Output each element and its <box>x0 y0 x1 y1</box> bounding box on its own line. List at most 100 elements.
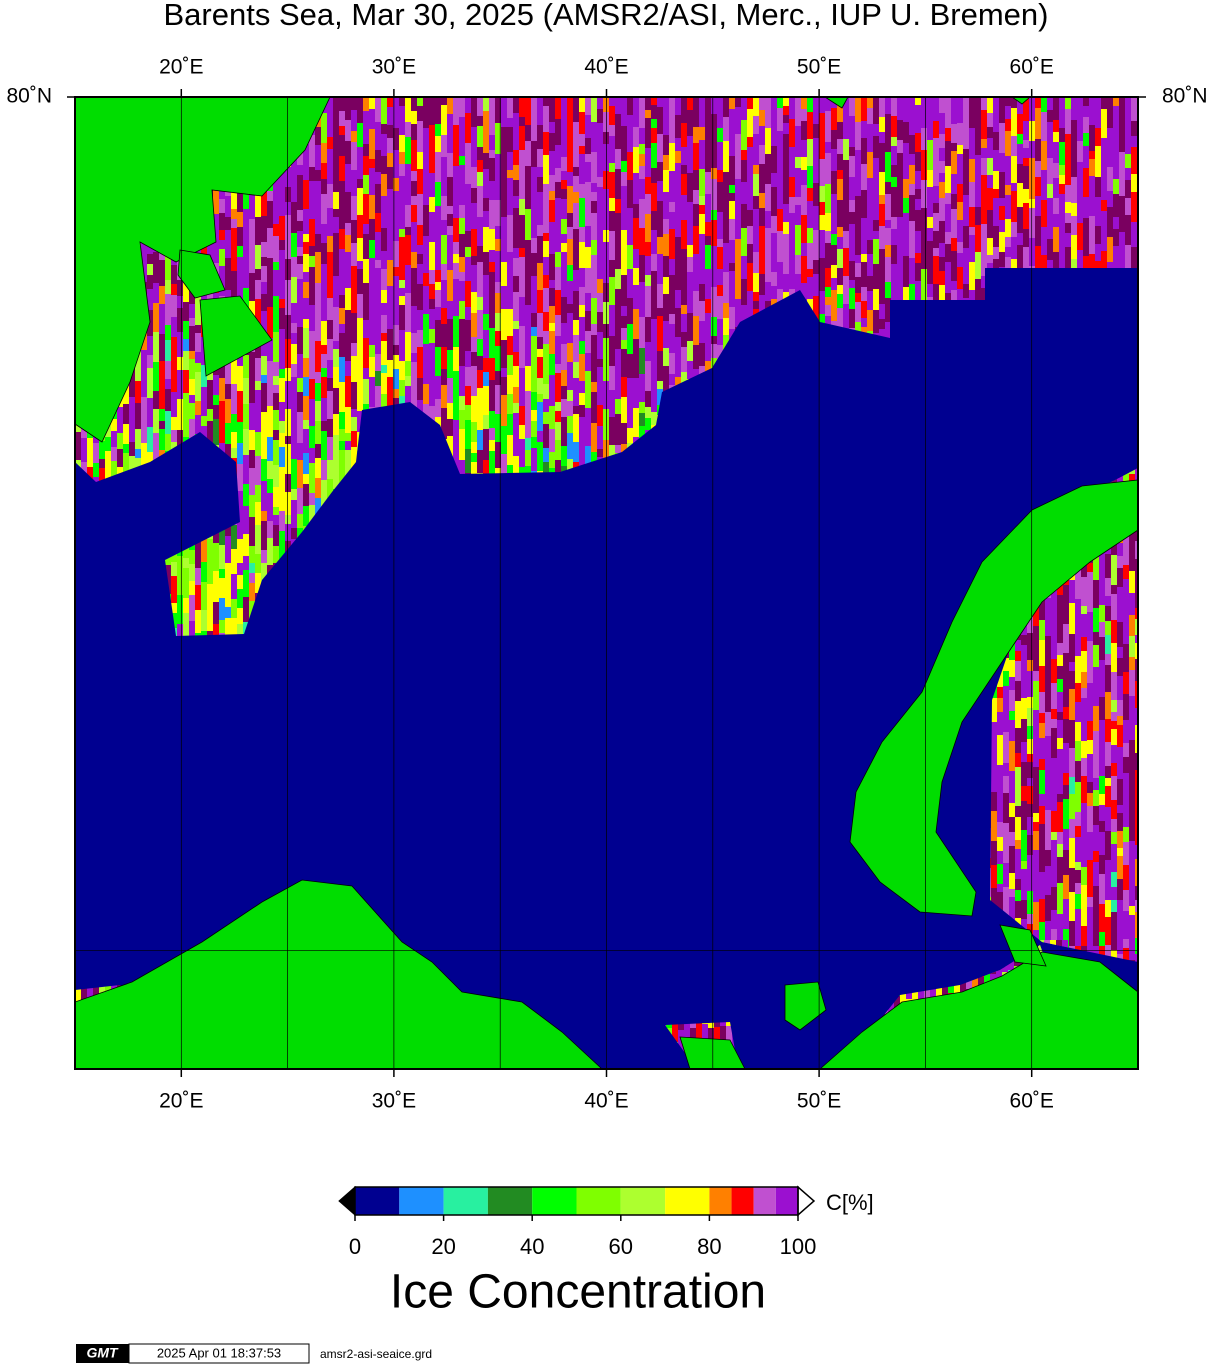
ice-cell <box>369 176 375 195</box>
ice-cell <box>339 450 345 476</box>
ice-cell <box>219 522 225 545</box>
ice-cell <box>363 307 369 320</box>
ice-cell <box>567 304 573 313</box>
ice-cell <box>681 266 687 286</box>
ice-cell <box>381 303 387 315</box>
ice-cell <box>813 230 819 247</box>
ice-cell <box>201 610 207 631</box>
ice-cell <box>747 210 753 226</box>
ice-cell <box>837 200 843 227</box>
ice-cell <box>405 293 411 307</box>
ice-cell <box>633 249 639 268</box>
ice-cell <box>573 97 579 122</box>
ice-cell <box>549 122 555 133</box>
ice-cell <box>333 276 339 307</box>
ice-cell <box>273 525 279 546</box>
ice-cell <box>375 268 381 287</box>
ice-cell <box>837 179 843 200</box>
ice-cell <box>813 206 819 230</box>
ice-cell <box>417 106 423 121</box>
ice-cell <box>1113 106 1119 130</box>
ice-cell <box>273 393 279 410</box>
ice-cell <box>555 153 561 168</box>
ice-cell <box>783 213 789 222</box>
ice-cell <box>453 166 459 192</box>
ice-cell <box>171 613 177 628</box>
ice-cell <box>699 196 705 205</box>
ice-cell <box>519 351 525 368</box>
ice-cell <box>201 387 207 416</box>
ice-cell <box>429 135 435 161</box>
ice-cell <box>1059 142 1065 165</box>
ice-cell <box>507 394 513 414</box>
ice-cell <box>807 139 813 166</box>
ice-cell <box>591 335 597 360</box>
ice-cell <box>945 141 951 166</box>
ice-cell <box>753 174 759 196</box>
ice-cell <box>627 126 633 152</box>
ice-cell <box>1113 229 1119 246</box>
ice-cell <box>177 556 183 567</box>
ice-cell <box>699 140 705 169</box>
ice-cell <box>537 225 543 236</box>
ice-cell <box>375 213 381 232</box>
ice-cell <box>915 189 921 199</box>
ice-cell <box>213 242 219 263</box>
ice-cell <box>1035 177 1041 196</box>
ice-cell <box>315 310 321 341</box>
ice-cell <box>651 254 657 271</box>
ice-cell <box>261 511 267 521</box>
ice-cell <box>279 479 285 501</box>
ice-cell <box>333 367 339 376</box>
ice-cell <box>237 422 243 443</box>
ice-cell <box>267 361 273 392</box>
ice-cell <box>945 166 951 193</box>
ice-cell <box>807 269 813 277</box>
ice-cell <box>369 282 375 291</box>
ice-cell <box>165 434 171 451</box>
ice-cell <box>597 254 603 279</box>
ice-cell <box>807 299 813 313</box>
ice-cell <box>759 164 765 193</box>
ice-cell <box>243 209 249 236</box>
ice-cell <box>315 444 321 458</box>
ice-cell <box>327 360 333 378</box>
ice-cell <box>735 134 741 160</box>
ice-cell <box>1059 194 1065 222</box>
ice-cell <box>561 260 567 289</box>
ice-cell <box>405 376 411 386</box>
ice-cell <box>837 122 843 139</box>
ice-cell <box>663 294 669 303</box>
ice-cell <box>573 153 579 167</box>
ice-cell <box>1119 97 1125 128</box>
ice-cell <box>837 294 843 308</box>
ice-cell <box>411 268 417 278</box>
ice-cell <box>615 259 621 269</box>
ice-cell <box>753 222 759 252</box>
ice-cell <box>849 126 855 147</box>
ice-cell <box>435 270 441 282</box>
ice-cell <box>585 115 591 138</box>
ice-cell <box>777 178 783 209</box>
ice-cell <box>687 257 693 272</box>
ice-cell <box>825 184 831 213</box>
ice-cell <box>1047 97 1053 110</box>
ice-cell <box>291 202 297 233</box>
ice-cell <box>501 368 507 377</box>
ice-cell <box>843 139 849 160</box>
ice-cell <box>663 277 669 294</box>
ice-cell <box>807 97 813 112</box>
ice-cell <box>351 266 357 291</box>
ice-cell <box>279 447 285 467</box>
ice-cell <box>615 311 621 335</box>
ice-cell <box>651 105 657 119</box>
ice-cell <box>669 353 675 374</box>
ice-cell <box>477 97 483 116</box>
ice-cell <box>249 193 255 203</box>
ice-cell <box>213 405 219 419</box>
ice-cell <box>237 575 243 589</box>
ice-cell <box>255 269 261 280</box>
ice-cell <box>1101 109 1107 138</box>
ice-cell <box>495 414 501 442</box>
ice-cell <box>615 199 621 213</box>
